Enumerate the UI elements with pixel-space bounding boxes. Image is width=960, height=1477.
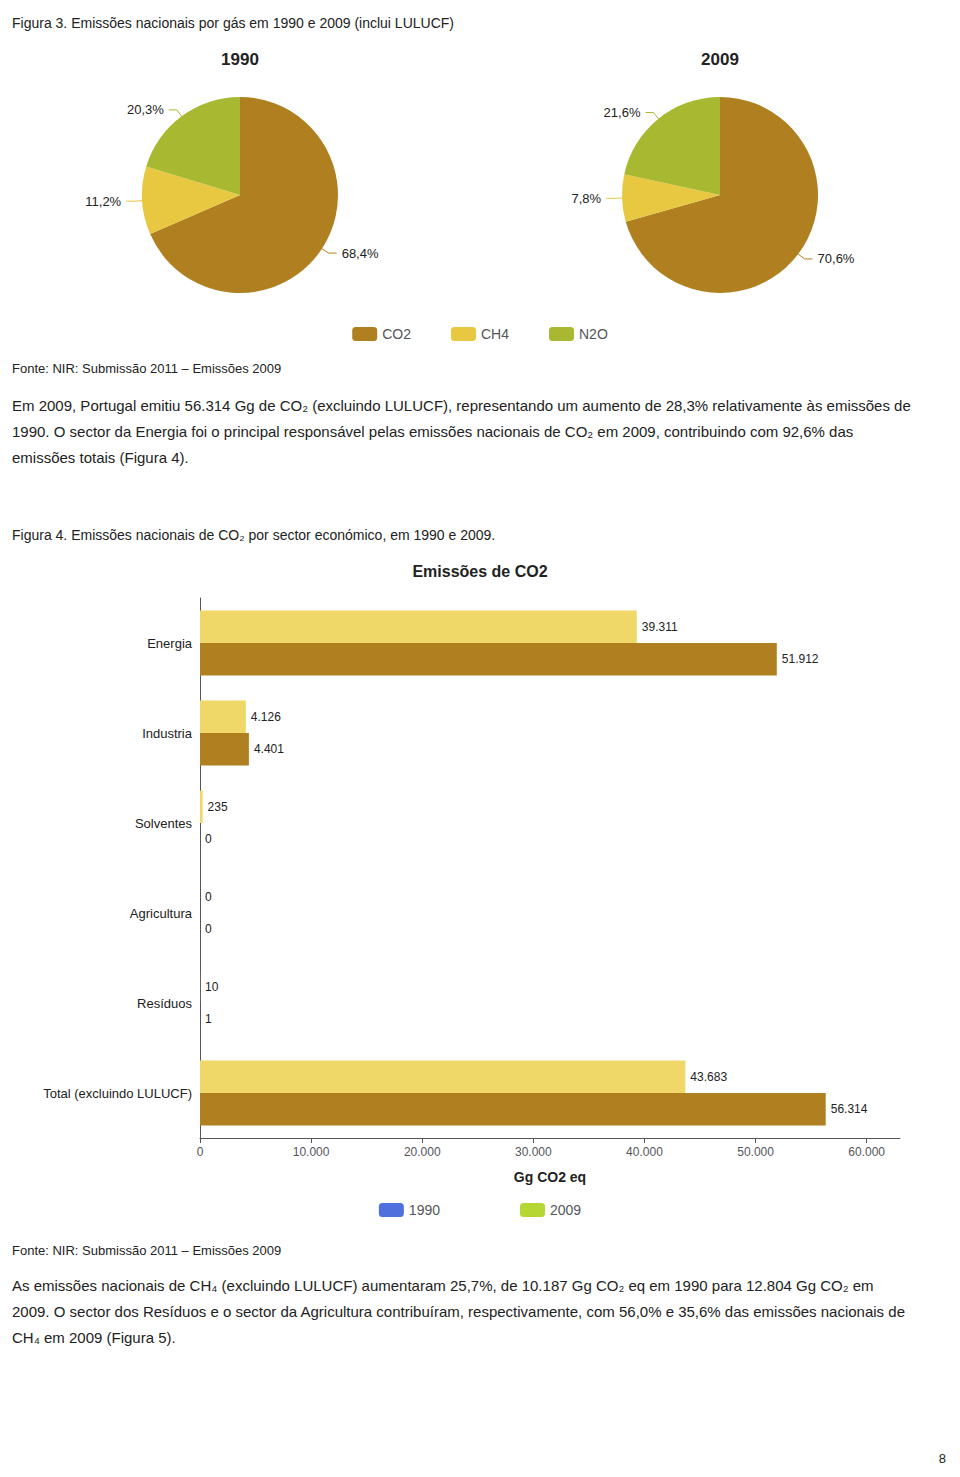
svg-text:4.126: 4.126 — [251, 710, 281, 724]
svg-text:Figura 4. Emissões nacionais d: Figura 4. Emissões nacionais de CO₂ por … — [12, 527, 495, 543]
svg-text:CH₄ em 2009 (Figura 5).: CH₄ em 2009 (Figura 5). — [12, 1329, 176, 1346]
svg-text:Em 2009, Portugal emitiu 56.31: Em 2009, Portugal emitiu 56.314 Gg de CO… — [12, 397, 915, 414]
svg-text:235: 235 — [208, 800, 228, 814]
svg-text:1990: 1990 — [409, 1202, 440, 1218]
svg-text:39.311: 39.311 — [642, 620, 678, 634]
svg-text:4.401: 4.401 — [254, 742, 284, 756]
svg-text:Emissões de CO2: Emissões de CO2 — [412, 563, 547, 580]
svg-text:43.683: 43.683 — [690, 1070, 727, 1084]
svg-text:Energia: Energia — [147, 636, 193, 651]
svg-text:Gg CO2 eq: Gg CO2 eq — [514, 1169, 586, 1185]
svg-text:Figura 3. Emissões nacionais p: Figura 3. Emissões nacionais por gás em … — [12, 15, 454, 31]
svg-text:2009: 2009 — [550, 1202, 581, 1218]
svg-text:7,8%: 7,8% — [571, 191, 601, 206]
svg-text:1990: 1990 — [221, 50, 259, 69]
svg-text:CH4: CH4 — [481, 326, 509, 342]
svg-text:1990. O sector da Energia foi: 1990. O sector da Energia foi o principa… — [12, 423, 857, 440]
svg-text:Industria: Industria — [142, 726, 193, 741]
svg-text:Agricultura: Agricultura — [130, 906, 193, 921]
svg-text:As emissões nacionais de CH₄ (: As emissões nacionais de CH₄ (excluindo … — [12, 1277, 878, 1294]
svg-text:2009. O sector dos Resíduos e: 2009. O sector dos Resíduos e o sector d… — [12, 1303, 909, 1320]
svg-text:10.000: 10.000 — [293, 1145, 330, 1159]
svg-text:10: 10 — [205, 980, 219, 994]
svg-text:11,2%: 11,2% — [85, 194, 121, 209]
svg-text:21,6%: 21,6% — [604, 105, 641, 120]
svg-text:Fonte: NIR: Submissão 2011 – E: Fonte: NIR: Submissão 2011 – Emissões 20… — [12, 361, 281, 376]
svg-text:68,4%: 68,4% — [342, 246, 379, 261]
svg-text:60.000: 60.000 — [848, 1145, 885, 1159]
svg-text:20,3%: 20,3% — [127, 102, 164, 117]
svg-text:Resíduos: Resíduos — [137, 996, 192, 1011]
svg-text:56.314: 56.314 — [831, 1102, 868, 1116]
svg-text:2009: 2009 — [701, 50, 739, 69]
svg-text:0: 0 — [197, 1145, 204, 1159]
svg-text:CO2: CO2 — [382, 326, 411, 342]
svg-text:Fonte: NIR: Submissão 2011 – E: Fonte: NIR: Submissão 2011 – Emissões 20… — [12, 1243, 281, 1258]
svg-text:20.000: 20.000 — [404, 1145, 441, 1159]
svg-text:0: 0 — [205, 890, 212, 904]
svg-text:0: 0 — [205, 832, 212, 846]
svg-text:70,6%: 70,6% — [818, 251, 855, 266]
svg-text:50.000: 50.000 — [737, 1145, 774, 1159]
svg-text:Solventes: Solventes — [135, 816, 193, 831]
svg-text:40.000: 40.000 — [626, 1145, 663, 1159]
svg-text:8: 8 — [939, 1451, 946, 1466]
svg-text:51.912: 51.912 — [782, 652, 819, 666]
svg-text:30.000: 30.000 — [515, 1145, 552, 1159]
svg-text:1: 1 — [205, 1012, 212, 1026]
svg-text:Total (excluindo LULUCF): Total (excluindo LULUCF) — [43, 1086, 192, 1101]
svg-text:N2O: N2O — [579, 326, 608, 342]
svg-text:0: 0 — [205, 922, 212, 936]
svg-text:emissões totais (Figura 4).: emissões totais (Figura 4). — [12, 449, 189, 466]
